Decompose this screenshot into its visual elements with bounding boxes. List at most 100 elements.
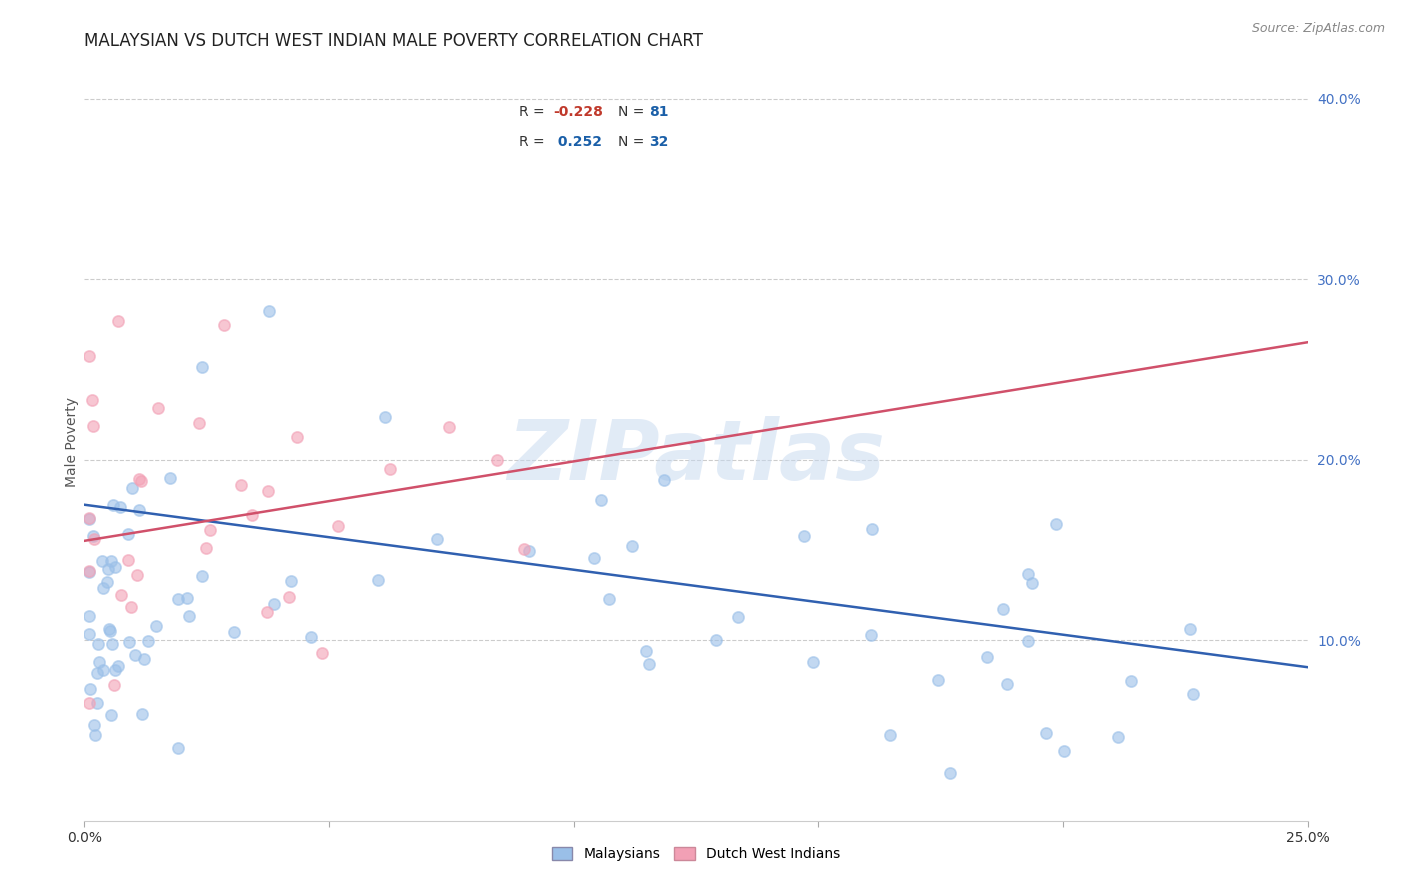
Point (188, 416, 211, 430)
Point (77, 511, 100, 525)
Text: N =: N = (617, 104, 648, 119)
Point (103, 678, 125, 692)
Point (100, 637, 122, 651)
Point (426, 532, 449, 546)
Point (124, 648, 146, 662)
Point (191, 359, 214, 374)
Point (128, 502, 150, 516)
Point (190, 569, 212, 583)
Point (367, 573, 389, 587)
Point (636, 644, 658, 658)
Point (803, 655, 825, 669)
Point (82, 529, 104, 543)
Point (652, 473, 675, 487)
Point (80, 393, 103, 408)
Text: R =: R = (519, 104, 548, 119)
Point (229, 478, 252, 492)
Point (222, 625, 245, 640)
Point (86, 636, 108, 650)
Point (98, 624, 121, 639)
Point (77, 565, 100, 579)
Point (583, 550, 606, 565)
Text: -0.228: -0.228 (553, 104, 603, 119)
Point (77, 349, 100, 363)
Point (96, 575, 118, 590)
Point (326, 519, 349, 533)
Point (121, 481, 143, 495)
Point (83, 728, 105, 742)
Point (110, 588, 132, 602)
Point (117, 552, 139, 566)
Point (1045, 516, 1067, 531)
Point (256, 605, 278, 619)
Point (159, 471, 181, 485)
Point (118, 634, 141, 648)
Point (706, 633, 728, 648)
Point (91, 664, 114, 678)
Point (104, 664, 127, 678)
Point (77, 609, 100, 624)
Point (311, 646, 333, 660)
Point (100, 554, 122, 568)
Text: 81: 81 (650, 104, 669, 119)
Point (1035, 726, 1057, 740)
Point (378, 462, 401, 476)
Point (110, 500, 132, 514)
Point (117, 527, 139, 541)
Point (995, 677, 1018, 691)
Point (82, 419, 104, 434)
Point (103, 498, 125, 512)
Point (285, 430, 308, 444)
Point (638, 657, 661, 672)
Point (263, 597, 285, 611)
Point (860, 522, 883, 536)
Point (1021, 576, 1043, 591)
Point (77, 696, 100, 710)
Point (77, 566, 100, 580)
Point (194, 541, 217, 556)
Point (167, 741, 190, 756)
Point (1053, 744, 1076, 758)
Point (100, 708, 122, 723)
Point (991, 602, 1014, 616)
Point (98, 622, 121, 636)
Point (125, 568, 148, 582)
Point (83, 532, 105, 546)
Point (107, 313, 129, 327)
Point (621, 540, 644, 554)
Point (77, 512, 100, 526)
Point (91, 581, 114, 595)
Text: R =: R = (519, 135, 548, 149)
Point (598, 592, 620, 607)
Text: MALAYSIAN VS DUTCH WEST INDIAN MALE POVERTY CORRELATION CHART: MALAYSIAN VS DUTCH WEST INDIAN MALE POVE… (84, 32, 703, 50)
Point (793, 529, 815, 543)
Point (927, 673, 949, 688)
Point (136, 633, 159, 648)
Point (513, 542, 536, 557)
Point (879, 728, 901, 742)
Point (167, 591, 190, 606)
Point (91, 554, 114, 568)
Text: N =: N = (617, 135, 648, 149)
Point (128, 472, 150, 486)
Point (198, 523, 221, 537)
Point (727, 610, 749, 624)
Text: 0.252: 0.252 (553, 135, 602, 149)
Point (257, 304, 280, 318)
Point (1181, 688, 1204, 702)
Point (437, 420, 460, 434)
Point (860, 628, 883, 642)
Point (83, 718, 105, 732)
Text: ZIPatlas: ZIPatlas (508, 417, 884, 497)
Point (104, 559, 127, 574)
Point (517, 544, 540, 558)
Text: 32: 32 (650, 135, 669, 149)
Point (280, 574, 302, 589)
Point (87, 655, 110, 669)
Point (132, 652, 155, 666)
Point (77, 627, 100, 641)
Point (374, 409, 396, 424)
Point (97, 562, 120, 576)
Point (179, 608, 201, 623)
Point (1119, 673, 1142, 688)
